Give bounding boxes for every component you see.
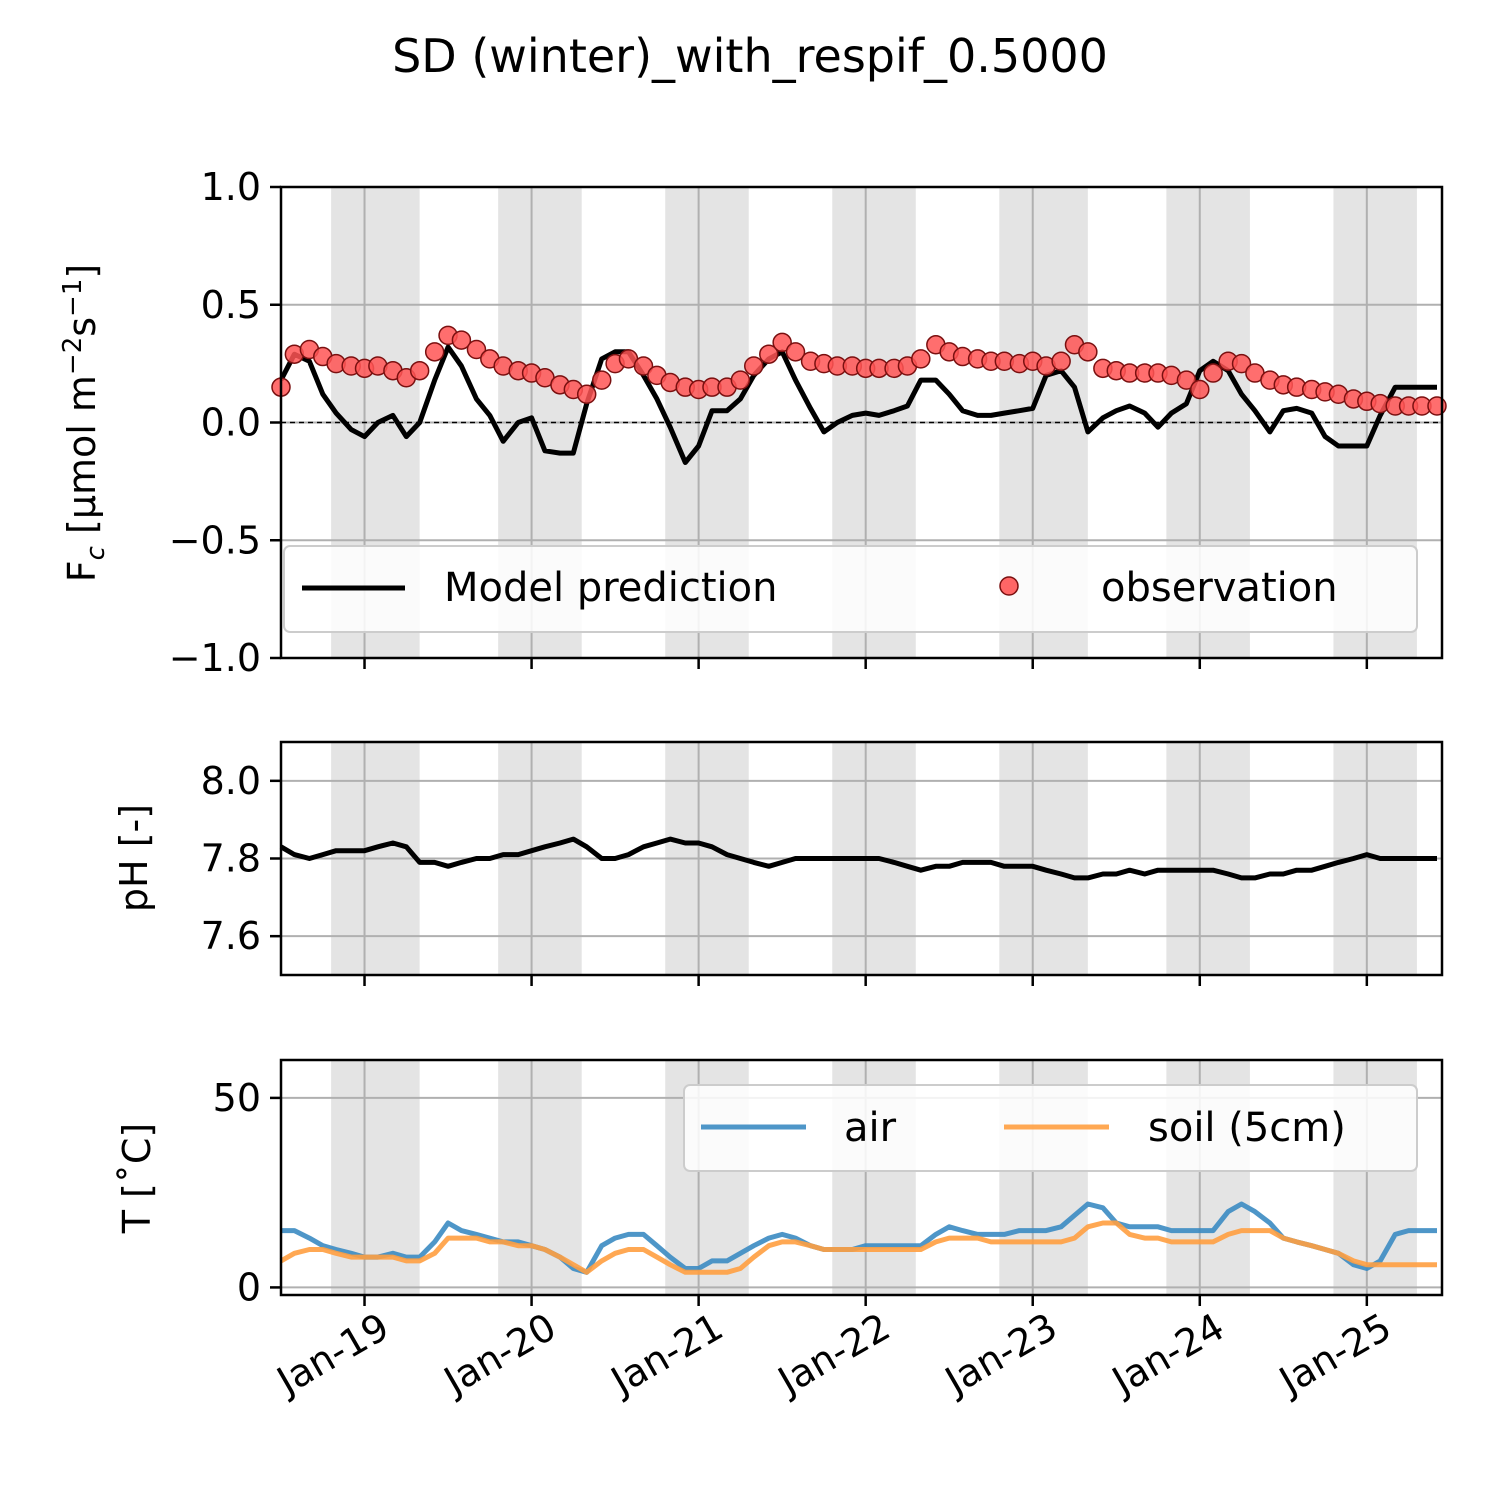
flux-observation-point [451, 330, 472, 350]
ph-ytick-label: 7.8 [201, 837, 261, 881]
flux-ytick-label: 0.5 [201, 283, 261, 327]
flux-observation-point [1176, 370, 1197, 390]
ph-ytick-label: 7.6 [201, 914, 261, 958]
flux-ylabel-main: F [60, 560, 104, 582]
flux-legend-obs-label: observation [1101, 565, 1338, 611]
flux-observation-point [409, 360, 430, 381]
flux-ylabel-sub: c [81, 546, 111, 560]
flux-ylabel-end: ] [60, 264, 104, 279]
temperature-plot-area [279, 1201, 1437, 1275]
flux-observation-point [466, 339, 487, 360]
flux-ytick-label: 1.0 [201, 165, 261, 209]
flux-plot-area [271, 325, 1447, 465]
flux-series-line-0 [278, 344, 1437, 465]
flux-ylabel-sup1: −2 [58, 337, 88, 375]
temp-ytick-label: 50 [213, 1076, 261, 1120]
flux-observation-point [785, 342, 806, 362]
temperature-axes-frame [279, 1058, 1444, 1297]
flux-observation-point [1231, 353, 1252, 374]
ph-panel: 7.6 7.8 8.0 pH [-] [112, 740, 1444, 986]
flux-observation-point [911, 349, 931, 369]
flux-observation-point [1190, 379, 1210, 400]
flux-legend-box [283, 545, 1418, 633]
flux-observation-point [730, 370, 751, 390]
flux-observation-point [576, 384, 597, 404]
flux-ytick-label: 0.0 [201, 401, 261, 445]
flux-observation-point [1078, 342, 1098, 362]
temp-series-line-1 [279, 1220, 1437, 1275]
ph-ytick-label: 8.0 [201, 759, 261, 803]
ph-series-line-0 [279, 836, 1437, 881]
flux-legend: Model prediction observation [283, 545, 1418, 633]
flux-ytick-label: −1.0 [169, 636, 261, 680]
flux-observation-point [1051, 351, 1071, 372]
flux-observation-point [633, 356, 654, 376]
flux-observation-point [744, 356, 764, 376]
temp-shade-band [498, 1060, 582, 1295]
flux-observation-point [424, 342, 445, 362]
flux-x-ticks [363, 658, 1369, 669]
temp-ytick-label: 0 [237, 1265, 261, 1309]
figure-title: SD (winter)_with_respif_0.5000 [392, 29, 1108, 83]
flux-observation-point [591, 370, 612, 390]
temperature-y-ticks: 0 50 [213, 1076, 281, 1309]
ph-y-axis-label: pH [-] [112, 804, 156, 912]
flux-observation-point [772, 332, 792, 353]
flux-ylabel-mid: s [60, 317, 104, 337]
flux-observation-point [1203, 363, 1223, 383]
flux-ylabel-sup2: −1 [58, 279, 88, 317]
flux-y-ticks: −1.0 −0.5 0.0 0.5 1.0 [169, 165, 281, 680]
temperature-panel: 050 Jan-19 Jan-20 Jan-21 Jan-22 Jan-23 Jan-24… [115, 1058, 1444, 1404]
flux-observation-point [759, 344, 779, 364]
temperature-legend: air soil (5cm) [683, 1084, 1418, 1172]
temperature-y-axis-label: T [˚C] [115, 1123, 159, 1234]
ph-plot-area [279, 836, 1437, 881]
flux-ylabel-unit: [μmol m [60, 375, 104, 546]
ph-y-ticks: 7.6 7.8 8.0 [201, 759, 281, 958]
flux-panel: −1.0 −0.5 0.0 0.5 1.0 Fc [μmol m−2s−1] Model… [58, 165, 1447, 680]
flux-legend-model-label: Model prediction [444, 565, 778, 611]
temperature-legend-soil-label: soil (5cm) [1148, 1105, 1346, 1151]
ph-x-ticks [363, 975, 1369, 986]
flux-y-axis-label: Fc [μmol m−2s−1] [58, 264, 111, 582]
temperature-legend-air-label: air [844, 1105, 897, 1151]
flux-legend-obs-marker [999, 576, 1019, 596]
flux-observation-point [1427, 396, 1447, 416]
flux-ytick-label: −0.5 [169, 518, 261, 562]
